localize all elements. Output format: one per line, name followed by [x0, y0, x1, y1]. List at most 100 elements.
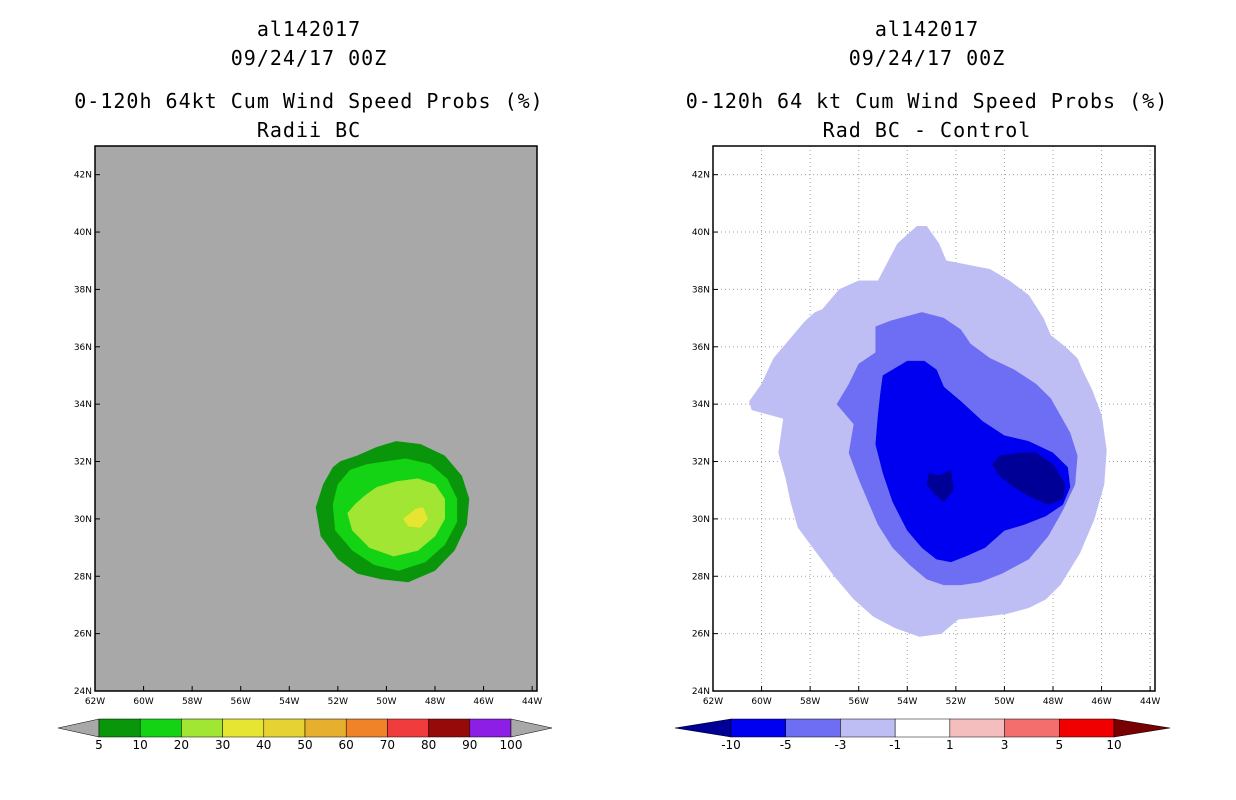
right-chart: 62W 60W 58W 56W 54W 52W 50W 48W 46W 44W 24N 26N 28N 3…: [674, 145, 1171, 752]
right-y-tick-label: 28N: [692, 572, 710, 582]
left-x-tick-label: 62W: [85, 697, 105, 707]
right-colorbar-label: 5: [1055, 738, 1063, 752]
left-y-tick-label: 26N: [74, 630, 92, 640]
left-x-tick-label: 44W: [522, 697, 542, 707]
left-y-tick-label: 24N: [74, 687, 92, 697]
right-y-tick-label: 42N: [692, 171, 710, 181]
left-colorbar-over-triangle: [510, 718, 553, 738]
right-x-tick-label: 52W: [946, 697, 966, 707]
right-colorbar-swatch: [1004, 718, 1060, 738]
left-y-tick-label: 38N: [74, 285, 92, 295]
left-title-product: 0-120h 64kt Cum Wind Speed Probs (%): [74, 89, 544, 113]
left-x-tick-label: 58W: [182, 697, 202, 707]
left-colorbar-swatch: [428, 718, 471, 738]
left-colorbar-label: 90: [462, 738, 477, 752]
right-colorbar-label: -1: [889, 738, 901, 752]
left-colorbar-label: 10: [133, 738, 148, 752]
left-y-tick-label: 32N: [74, 458, 92, 468]
right-x-tick-label: 46W: [1091, 697, 1111, 707]
left-y-tick-label: 36N: [74, 343, 92, 353]
right-y-tick-label: 32N: [692, 458, 710, 468]
right-plot-frame: [712, 145, 1156, 692]
right-contour--10: [992, 452, 1066, 505]
right-colorbar-swatch: [894, 718, 951, 738]
left-plot-background: [95, 146, 537, 691]
left-title-date: 09/24/17 00Z: [230, 46, 388, 70]
left-colorbar-label: 40: [256, 738, 271, 752]
right-contour--10: [926, 469, 954, 502]
left-colorbar-under-triangle: [57, 718, 100, 738]
left-contour-20-30: [347, 478, 445, 557]
left-y-tick-label: 30N: [74, 515, 92, 525]
right-colorbar-label: -3: [834, 738, 846, 752]
right-x-tick-label: 54W: [897, 697, 917, 707]
right-x-tick-label: 50W: [994, 697, 1014, 707]
left-colorbar-label: 60: [339, 738, 354, 752]
right-colorbar-label: 10: [1106, 738, 1121, 752]
left-title-subtitle: Radii BC: [256, 118, 362, 142]
left-colorbar-swatch: [139, 718, 182, 738]
left-colorbar-swatch: [469, 718, 512, 738]
right-colorbar-over-triangle: [1113, 718, 1171, 738]
left-colorbar-swatch: [263, 718, 306, 738]
right-colorbar-label: -10: [721, 738, 741, 752]
right-y-tick-label: 38N: [692, 285, 710, 295]
left-x-tick-label: 48W: [425, 697, 445, 707]
right-x-tick-label: 56W: [849, 697, 869, 707]
left-x-tick-label: 54W: [279, 697, 299, 707]
left-y-tick-label: 34N: [74, 400, 92, 410]
right-title-subtitle: Rad BC - Control: [822, 118, 1032, 142]
left-y-tick-label: 28N: [74, 572, 92, 582]
right-x-tick-label: 62W: [703, 697, 723, 707]
right-x-tick-label: 44W: [1140, 697, 1160, 707]
right-y-tick-label: 26N: [692, 630, 710, 640]
right-colorbar-label: -5: [780, 738, 792, 752]
left-x-tick-label: 56W: [231, 697, 251, 707]
right-panel: al142017 09/24/17 00Z 0-120h 64 kt Cum W…: [618, 0, 1236, 800]
left-x-tick-label: 60W: [133, 697, 153, 707]
left-colorbar-swatch: [181, 718, 223, 738]
right-colorbar-label: 3: [1001, 738, 1009, 752]
left-colorbar-label: 20: [174, 738, 189, 752]
left-colorbar-swatch: [304, 718, 347, 738]
right-colorbar-label: 1: [946, 738, 954, 752]
right-colorbar-swatch: [840, 718, 896, 738]
left-colorbar-swatch: [387, 718, 429, 738]
left-y-tick-label: 42N: [74, 171, 92, 181]
left-title-storm-id: al142017: [256, 17, 362, 41]
left-colorbar-label: 70: [380, 738, 395, 752]
right-contour--10-to-5: [875, 360, 1071, 563]
right-colorbar-swatch: [730, 718, 786, 738]
right-colorbar-swatch: [949, 718, 1005, 738]
left-chart: 62W 60W 58W 56W 54W 52W 50W 48W 46W 44W 24N 26N 28N 3…: [57, 145, 553, 752]
left-x-tick-label: 50W: [376, 697, 396, 707]
left-y-tick-label: 40N: [74, 228, 92, 238]
right-title-product: 0-120h 64 kt Cum Wind Speed Probs (%): [685, 89, 1169, 113]
left-colorbar-label: 80: [421, 738, 436, 752]
right-colorbar-under-triangle: [674, 718, 732, 738]
right-colorbar-swatch: [1059, 718, 1115, 738]
right-title-date: 09/24/17 00Z: [848, 46, 1006, 70]
right-y-tick-label: 30N: [692, 515, 710, 525]
right-y-tick-label: 36N: [692, 343, 710, 353]
right-x-tick-label: 58W: [800, 697, 820, 707]
right-y-tick-label: 40N: [692, 228, 710, 238]
left-colorbar-swatch: [98, 718, 141, 738]
left-colorbar-label: 5: [95, 738, 103, 752]
right-x-tick-label: 48W: [1043, 697, 1063, 707]
left-panel: al142017 09/24/17 00Z 0-120h 64kt Cum Wi…: [57, 17, 553, 752]
left-plot-frame: [94, 145, 538, 692]
left-x-tick-label: 46W: [473, 697, 493, 707]
right-y-tick-label: 24N: [692, 687, 710, 697]
left-colorbar-label: 30: [215, 738, 230, 752]
left-x-tick-label: 52W: [328, 697, 348, 707]
right-x-tick-label: 60W: [751, 697, 771, 707]
right-title-storm-id: al142017: [874, 17, 980, 41]
left-colorbar-swatch: [222, 718, 265, 738]
left-colorbar-label: 50: [297, 738, 312, 752]
left-colorbar-label: 100: [500, 738, 523, 752]
left-colorbar-swatch: [345, 718, 388, 738]
right-y-tick-label: 34N: [692, 400, 710, 410]
left-contour-30-40: [403, 507, 428, 528]
right-colorbar-swatch: [785, 718, 841, 738]
